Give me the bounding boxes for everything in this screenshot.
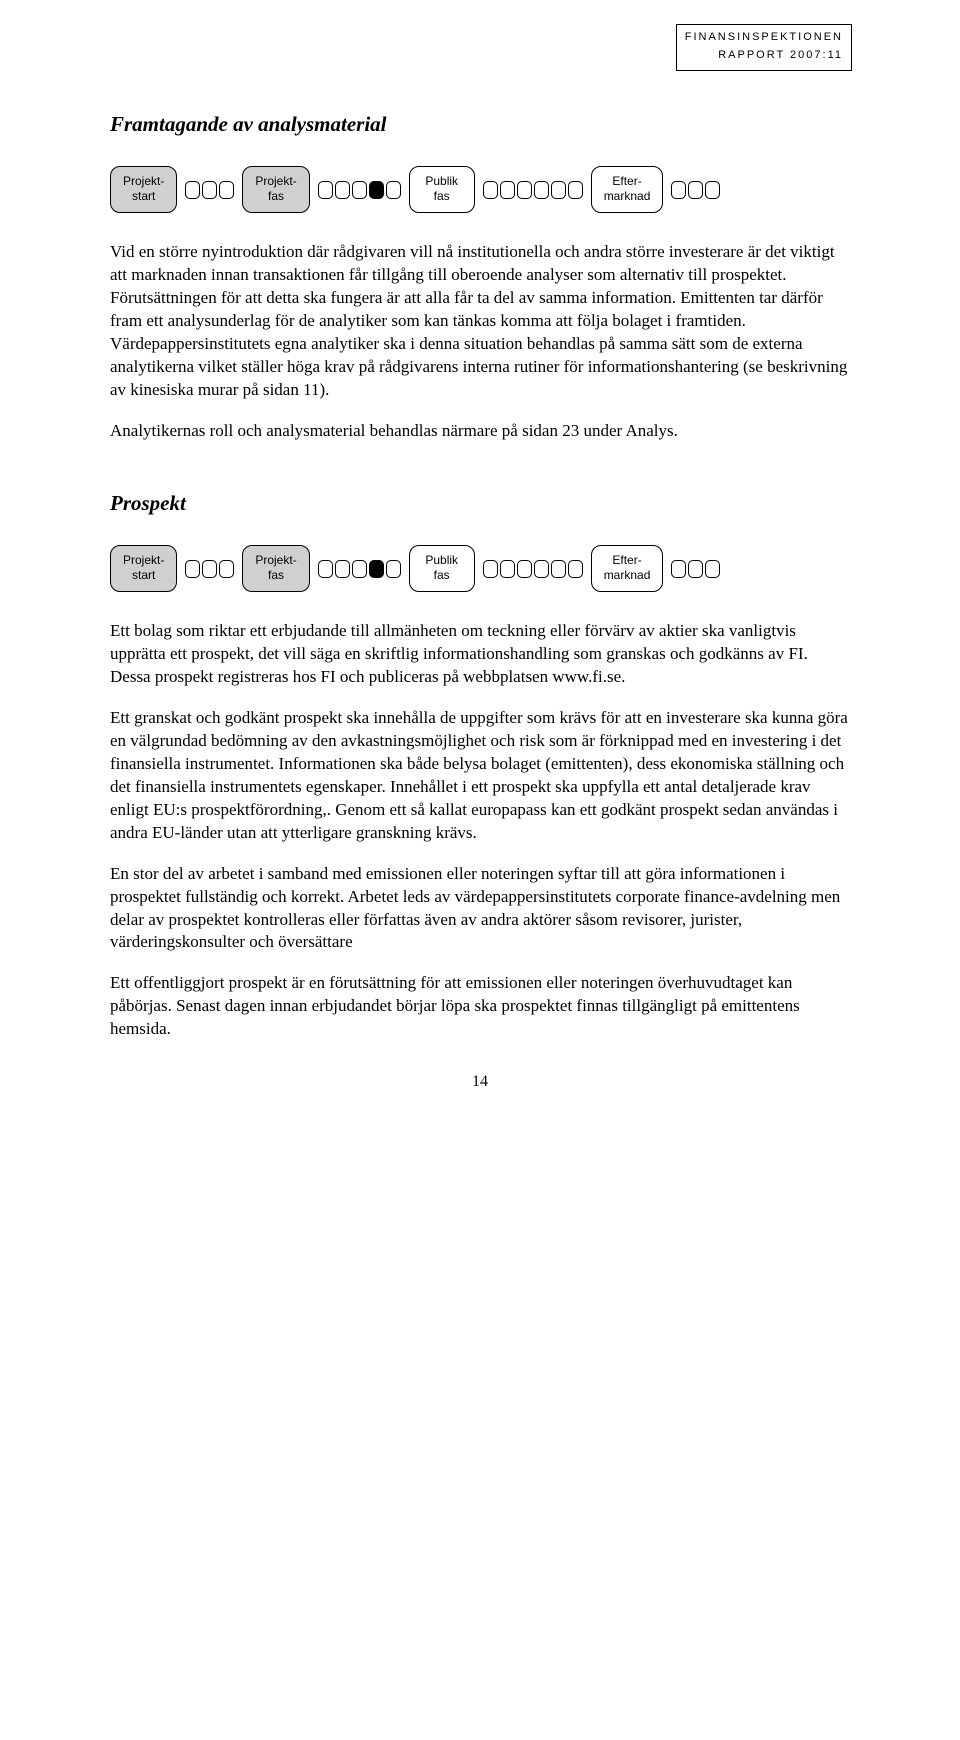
chain [185, 560, 234, 578]
section1-para1: Vid en större nyintroduktion där rådgiva… [110, 241, 850, 402]
phase-label: start [123, 568, 164, 583]
chain [318, 181, 401, 199]
chain-link [568, 560, 583, 578]
chain-link [671, 181, 686, 199]
phase-label: Efter- [604, 174, 651, 189]
phase-projektfas: Projekt- fas [242, 545, 309, 592]
process-diagram-2: Projekt- start Projekt- fas Publik fas [110, 545, 850, 592]
phase-label: start [123, 189, 164, 204]
phase-label: marknad [604, 568, 651, 583]
chain-link [335, 560, 350, 578]
chain [671, 560, 720, 578]
phase-projektstart: Projekt- start [110, 545, 177, 592]
chain-link [500, 181, 515, 199]
chain-link [202, 560, 217, 578]
section1-para2: Analytikernas roll och analysmaterial be… [110, 420, 850, 443]
chain-link [483, 181, 498, 199]
section2-title: Prospekt [110, 489, 850, 517]
section2-para3: En stor del av arbetet i samband med emi… [110, 863, 850, 955]
phase-label: Publik [422, 174, 462, 189]
phase-publikfas: Publik fas [409, 166, 475, 213]
section2-para2: Ett granskat och godkänt prospekt ska in… [110, 707, 850, 845]
phase-projektstart: Projekt- start [110, 166, 177, 213]
phase-label: Projekt- [123, 174, 164, 189]
section2-para1: Ett bolag som riktar ett erbjudande till… [110, 620, 850, 689]
chain-link [185, 181, 200, 199]
phase-label: fas [422, 189, 462, 204]
page: FINANSINSPEKTIONEN RAPPORT 2007:11 Framt… [0, 0, 960, 1153]
chain-link [185, 560, 200, 578]
phase-label: Publik [422, 553, 462, 568]
phase-label: marknad [604, 189, 651, 204]
chain-link [318, 560, 333, 578]
chain-link [386, 560, 401, 578]
phase-label: Projekt- [123, 553, 164, 568]
header-box: FINANSINSPEKTIONEN RAPPORT 2007:11 [676, 24, 852, 71]
chain-link [705, 181, 720, 199]
chain-link [352, 560, 367, 578]
header-line2: RAPPORT 2007:11 [685, 47, 843, 65]
section2-para4: Ett offentliggjort prospekt är en föruts… [110, 972, 850, 1041]
chain [483, 560, 583, 578]
chain-link [517, 560, 532, 578]
phase-label: fas [255, 189, 296, 204]
chain-link [386, 181, 401, 199]
chain-link [705, 560, 720, 578]
phase-projektfas: Projekt- fas [242, 166, 309, 213]
chain-link [219, 181, 234, 199]
chain-link [352, 181, 367, 199]
section1-title: Framtagande av analysmaterial [110, 110, 850, 138]
phase-eftermarknad: Efter- marknad [591, 545, 664, 592]
chain [185, 181, 234, 199]
chain-link [483, 560, 498, 578]
phase-publikfas: Publik fas [409, 545, 475, 592]
chain-link [688, 181, 703, 199]
chain-link [500, 560, 515, 578]
chain-link [688, 560, 703, 578]
chain-link [517, 181, 532, 199]
chain-link [551, 181, 566, 199]
process-diagram-1: Projekt- start Projekt- fas Publik fas [110, 166, 850, 213]
phase-label: fas [255, 568, 296, 583]
chain-link [568, 181, 583, 199]
phase-label: fas [422, 568, 462, 583]
chain-link [671, 560, 686, 578]
chain-link [551, 560, 566, 578]
chain-link [369, 181, 384, 199]
chain-link [534, 560, 549, 578]
page-number: 14 [110, 1071, 850, 1093]
chain-link [534, 181, 549, 199]
phase-eftermarknad: Efter- marknad [591, 166, 664, 213]
chain-link [369, 560, 384, 578]
chain-link [219, 560, 234, 578]
header-line1: FINANSINSPEKTIONEN [685, 29, 843, 47]
chain [483, 181, 583, 199]
chain [318, 560, 401, 578]
chain-link [202, 181, 217, 199]
chain-link [318, 181, 333, 199]
phase-label: Projekt- [255, 553, 296, 568]
chain [671, 181, 720, 199]
chain-link [335, 181, 350, 199]
phase-label: Efter- [604, 553, 651, 568]
phase-label: Projekt- [255, 174, 296, 189]
